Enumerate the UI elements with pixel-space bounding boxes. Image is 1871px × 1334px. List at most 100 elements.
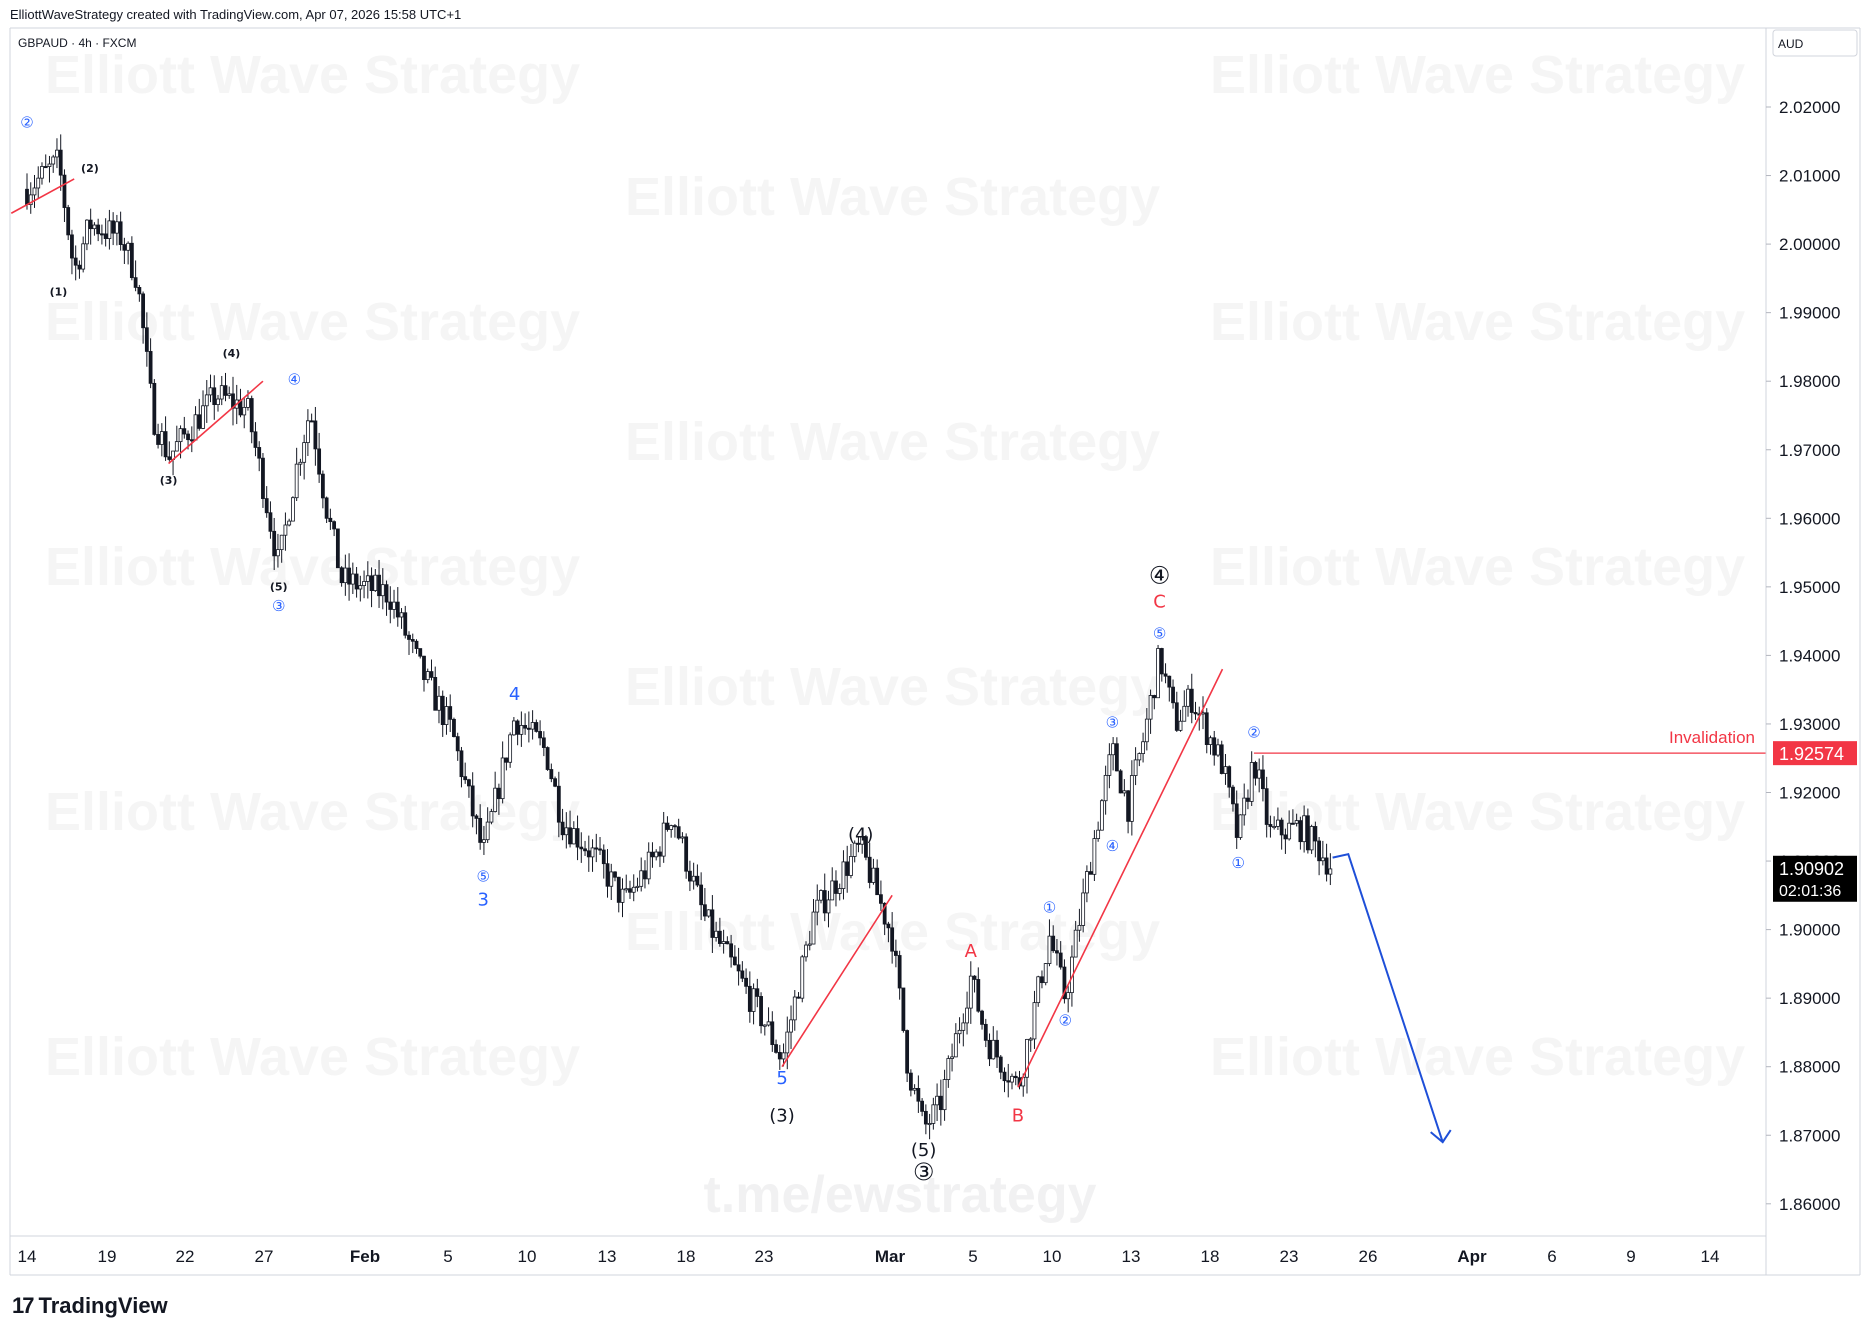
wave-label: 5 [776, 1068, 787, 1089]
wave-label: ① [1231, 854, 1244, 872]
candle-body [1111, 743, 1116, 756]
candle-body [553, 778, 557, 787]
price-tick-label: 1.90000 [1779, 921, 1840, 940]
candle-countdown: 02:01:36 [1779, 883, 1841, 900]
candle-body [324, 497, 329, 519]
candle-body [781, 1052, 786, 1060]
candle-body [598, 848, 602, 851]
candle-body [1309, 826, 1314, 851]
candle-body [249, 398, 254, 433]
candle-body [388, 601, 393, 610]
time-tick-label: 13 [1122, 1247, 1141, 1266]
candle-body [246, 398, 250, 408]
candle-body [998, 1056, 1003, 1073]
candle-body [317, 448, 322, 475]
candle-body [261, 457, 265, 499]
wave-label: ⑤ [476, 868, 489, 886]
candle-body [571, 828, 576, 845]
candle-body [1114, 743, 1119, 772]
candle-body [650, 851, 655, 858]
candle-body [227, 393, 232, 396]
candle-body [770, 1021, 775, 1045]
candle-body [1137, 753, 1142, 761]
candle-body [927, 1123, 932, 1126]
candle-body [174, 441, 179, 452]
candle-body [766, 1021, 771, 1026]
candle-body [538, 731, 542, 739]
candle-body [148, 351, 153, 384]
candle-body [841, 861, 846, 889]
candle-body [1279, 819, 1284, 836]
candle-body [721, 941, 726, 944]
candle-body [673, 825, 677, 828]
candle-body [785, 1031, 790, 1054]
candle-body [141, 293, 146, 329]
wave-label: (3) [769, 1106, 795, 1127]
candle-body [362, 581, 366, 586]
tradingview-logo-icon: 17 [12, 1293, 35, 1318]
candle-body [219, 385, 224, 400]
candle-body [819, 890, 823, 901]
symbol-label[interactable]: GBPAUD · 4h · FXCM [18, 36, 137, 50]
candle-body [890, 927, 895, 952]
candle-body [961, 1022, 966, 1031]
time-tick-label: 10 [518, 1247, 537, 1266]
tradingview-brand[interactable]: 17 TradingView [12, 1293, 168, 1319]
candle-body [1283, 834, 1288, 840]
candle-body [283, 524, 288, 536]
candle-body [965, 1007, 969, 1024]
candle-body [114, 221, 119, 234]
candle-body [852, 842, 857, 857]
candle-body [613, 871, 617, 878]
price-tick-label: 1.92000 [1779, 784, 1840, 803]
candle-body [313, 420, 318, 450]
candle-body [216, 398, 220, 406]
candle-body [575, 828, 580, 848]
candle-body [444, 706, 449, 726]
candle-body [560, 821, 565, 836]
candle-body [1171, 686, 1175, 704]
price-tick-label: 1.89000 [1779, 989, 1840, 1008]
candle-body [467, 779, 471, 787]
wave-label: (5) [911, 1140, 937, 1161]
candle-body [556, 785, 561, 823]
candle-body [920, 1100, 925, 1112]
candle-body [639, 870, 644, 887]
candle-body [377, 574, 381, 597]
axes-layer: AUD 2.02000 2.01000 2.00000 1.99000 1.98000 1… [9, 27, 1861, 1276]
candle-body [631, 886, 636, 893]
candle-body [36, 177, 41, 189]
time-tick-label: Apr [1457, 1247, 1487, 1266]
candle-body [1129, 775, 1134, 822]
candle-body [1320, 857, 1325, 862]
candle-body [504, 757, 509, 763]
candle-body [167, 456, 172, 460]
candle-body [680, 836, 685, 839]
candle-body [1126, 790, 1130, 822]
candle-body [197, 414, 202, 429]
currency-box[interactable] [1772, 29, 1858, 57]
candle-body [298, 461, 303, 465]
candle-body [1231, 786, 1235, 805]
candle-body [328, 517, 333, 523]
candle-body [279, 534, 284, 551]
wave-label: 4 [509, 684, 520, 705]
candle-body [178, 428, 183, 443]
candle-body [995, 1039, 999, 1058]
candle-body [1313, 826, 1318, 842]
candle-body [62, 174, 67, 208]
candle-body [1249, 762, 1254, 802]
candle-body [1036, 976, 1041, 1004]
candle-body [912, 1087, 917, 1091]
trendline [781, 894, 893, 1068]
candle-body [1073, 929, 1078, 958]
time-tick-label: 9 [1626, 1247, 1635, 1266]
candle-body [380, 584, 385, 597]
candle-body [725, 941, 730, 945]
wave-label: ④ [1149, 561, 1171, 589]
candle-body [358, 585, 363, 590]
wave-label: (1) [50, 286, 68, 299]
candle-body [545, 747, 550, 770]
candle-body [474, 815, 479, 819]
